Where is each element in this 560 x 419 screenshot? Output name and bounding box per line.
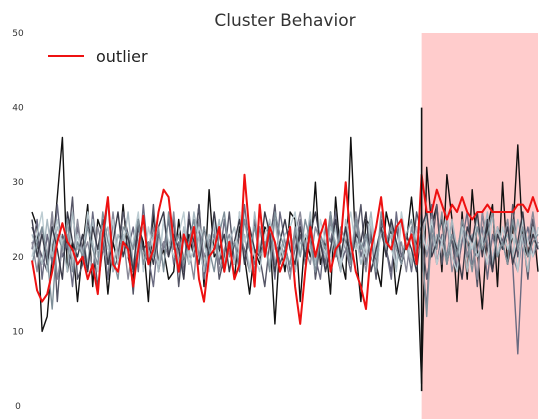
legend: outlier — [48, 47, 148, 66]
series-line-outlier — [31, 173, 539, 325]
series-line-8 — [31, 211, 539, 318]
series-line-1 — [31, 136, 539, 385]
y-tick-label: 50 — [12, 29, 24, 39]
y-tick-label: 20 — [12, 253, 24, 263]
y-tick-labels: 0 10 20 30 40 50 — [12, 29, 24, 412]
y-tick-label: 0 — [15, 402, 21, 412]
legend-label-outlier: outlier — [96, 47, 148, 66]
y-tick-label: 10 — [12, 327, 24, 337]
y-tick-label: 40 — [12, 104, 24, 114]
y-tick-label: 30 — [12, 178, 24, 188]
chart-title: Cluster Behavior — [214, 11, 355, 31]
series-line-6 — [31, 211, 539, 273]
series-layer — [31, 136, 539, 385]
